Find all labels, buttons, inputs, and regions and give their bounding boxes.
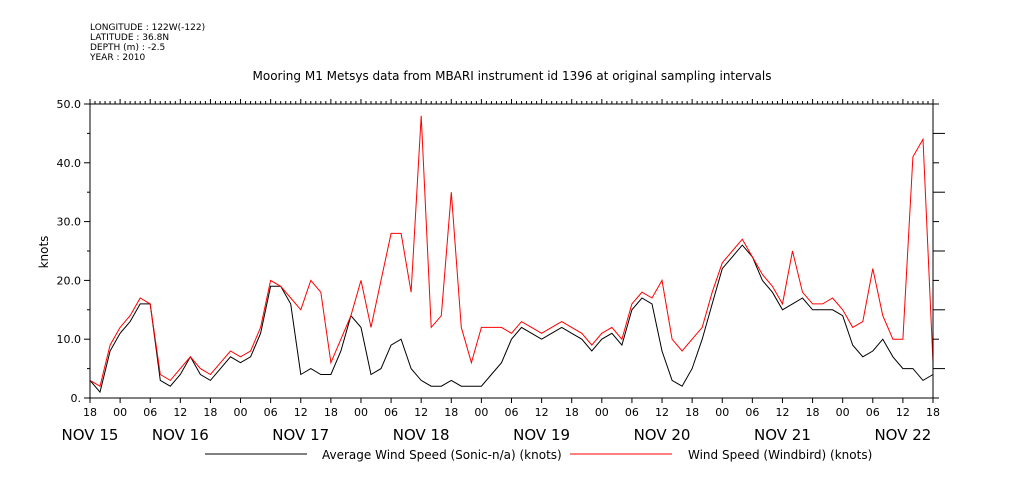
y-axis-label: knots (37, 236, 51, 269)
x-day-label: NOV 19 (513, 426, 570, 444)
x-tick-label: 06 (505, 406, 519, 419)
x-tick-label: 00 (234, 406, 248, 419)
y-tick-label: 40.0 (57, 157, 82, 170)
x-tick-label: 00 (113, 406, 127, 419)
x-day-label: NOV 21 (754, 426, 811, 444)
x-tick-label: 12 (655, 406, 669, 419)
axis-layer: 0. 10.0 20.0 30.0 40.0 50.0 18 00 06 12 18 00 06 12 18… (57, 98, 945, 444)
y-tick-label: 0. (71, 392, 82, 405)
x-tick-label: 06 (625, 406, 639, 419)
x-tick-label: 12 (173, 406, 187, 419)
x-tick-label: 18 (565, 406, 579, 419)
x-day-label: NOV 18 (393, 426, 450, 444)
metadata-longitude: LONGITUDE : 122W(-122) (90, 23, 205, 33)
x-tick-label: 06 (264, 406, 278, 419)
series-layer (89, 115, 934, 394)
metadata-depth: DEPTH (m) : -2.5 (90, 43, 165, 53)
x-tick-label: 18 (444, 406, 458, 419)
x-day-label: NOV 15 (62, 426, 119, 444)
series-line-0 (89, 244, 934, 394)
x-tick-label: 18 (926, 406, 940, 419)
x-tick-label: 06 (384, 406, 398, 419)
series-line-1 (89, 115, 934, 387)
x-tick-label: 18 (324, 406, 338, 419)
x-tick-label: 00 (354, 406, 368, 419)
x-tick-label: 18 (83, 406, 97, 419)
y-tick-label: 30.0 (57, 216, 82, 229)
x-day-label: NOV 22 (874, 426, 931, 444)
plot-frame (89, 103, 934, 399)
y-tick-label: 10.0 (57, 333, 82, 346)
x-tick-label: 00 (715, 406, 729, 419)
x-tick-label: 18 (685, 406, 699, 419)
x-tick-label: 00 (836, 406, 850, 419)
y-tick-label: 20.0 (57, 274, 82, 287)
legend-label-average-wind-speed: Average Wind Speed (Sonic-n/a) (knots) (322, 448, 562, 462)
x-tick-label: 00 (474, 406, 488, 419)
x-day-label: NOV 17 (272, 426, 329, 444)
x-tick-label: 18 (203, 406, 217, 419)
x-tick-label: 12 (294, 406, 308, 419)
x-tick-label: 18 (806, 406, 820, 419)
x-tick-label: 06 (866, 406, 880, 419)
metadata-latitude: LATITUDE : 36.8N (90, 33, 169, 43)
x-day-label: NOV 20 (634, 426, 691, 444)
x-tick-label: 00 (595, 406, 609, 419)
x-tick-label: 12 (414, 406, 428, 419)
x-tick-label: 12 (775, 406, 789, 419)
x-day-label: NOV 16 (152, 426, 209, 444)
y-tick-label: 50.0 (57, 98, 82, 111)
chart-title: Mooring M1 Metsys data from MBARI instru… (253, 69, 772, 83)
legend: Average Wind Speed (Sonic-n/a) (knots) W… (205, 448, 872, 462)
x-tick-label: 06 (143, 406, 157, 419)
metadata-year: YEAR : 2010 (89, 53, 146, 63)
legend-label-wind-speed-windbird: Wind Speed (Windbird) (knots) (688, 448, 872, 462)
x-tick-label: 06 (745, 406, 759, 419)
metadata-header: LONGITUDE : 122W(-122) LATITUDE : 36.8N … (89, 23, 205, 63)
x-tick-label: 12 (896, 406, 910, 419)
x-tick-label: 12 (535, 406, 549, 419)
